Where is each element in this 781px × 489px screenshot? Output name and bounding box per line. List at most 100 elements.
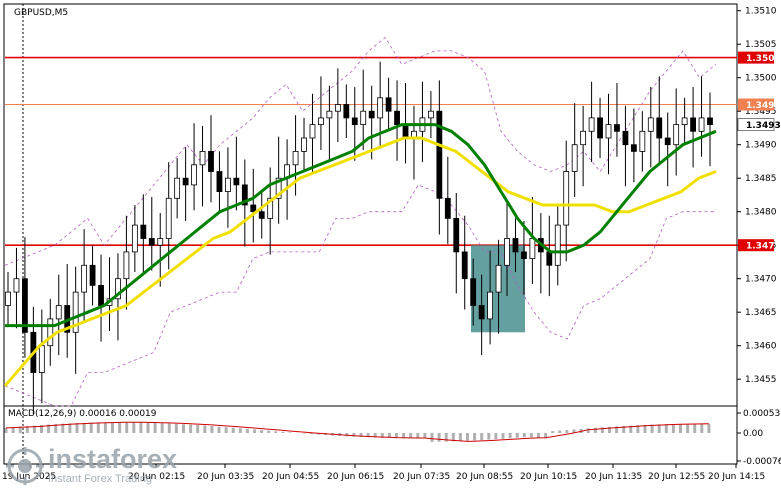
candle-body — [258, 211, 265, 219]
candle-body — [656, 117, 663, 139]
y-tick-label: 1.3495 — [745, 107, 777, 117]
candle-body — [250, 204, 257, 213]
candle-body — [698, 117, 705, 132]
candle-body — [360, 110, 367, 125]
candle-body — [377, 97, 384, 119]
y-tick-label: 1.3505 — [745, 40, 777, 50]
macd-title: MACD(12,26,9) 0.00016 0.00019 — [8, 409, 157, 419]
lower-band — [4, 184, 716, 407]
candle-body — [461, 251, 468, 280]
candle-body — [131, 224, 138, 253]
y-tick-label: 1.3500 — [745, 74, 777, 84]
candle-body — [123, 251, 130, 280]
candle-body — [318, 117, 324, 126]
candle-body — [402, 124, 409, 139]
candle-body — [208, 150, 214, 172]
candle-body — [326, 110, 333, 119]
candle-body — [89, 264, 96, 286]
candle-body — [241, 184, 248, 206]
candle-body — [639, 130, 646, 152]
y-tick-label: 1.3465 — [745, 308, 777, 318]
candle-body — [275, 177, 282, 199]
price-tag-label-support: 1.3475 — [746, 242, 781, 252]
candle-body — [233, 177, 240, 186]
watermark-tagline: Instant Forex Trading — [48, 473, 152, 485]
candle-body — [453, 217, 460, 253]
candle-body — [605, 124, 612, 139]
candle-body — [55, 305, 62, 320]
candle-body — [115, 278, 121, 300]
candle-body — [681, 117, 688, 126]
x-tick-label: 20 Jun 12:55 — [648, 472, 705, 482]
candle-body — [597, 117, 603, 139]
candle-body — [470, 278, 477, 306]
candle-body — [140, 224, 147, 239]
candle-body — [148, 238, 155, 246]
candle-body — [673, 124, 680, 146]
candle-body — [334, 104, 341, 112]
x-tick-label: 20 Jun 06:15 — [327, 472, 384, 482]
price-tag-label-resistance: 1.3496 — [746, 101, 781, 111]
candle-body — [487, 291, 493, 320]
candle-body — [444, 197, 451, 219]
macd-tick-label: -0.00076 — [743, 457, 781, 467]
candle-body — [5, 291, 11, 306]
candle-body — [165, 197, 172, 239]
x-tick-label: 20 Jun 04:55 — [262, 472, 319, 482]
candle-body — [427, 110, 434, 119]
candle-body — [478, 305, 485, 320]
x-tick-label: 20 Jun 08:55 — [456, 472, 513, 482]
main-pane-frame — [3, 3, 738, 407]
x-tick-label: 20 Jun 10:15 — [520, 472, 577, 482]
candle-body — [191, 164, 197, 186]
x-tick-label: 20 Jun 11:35 — [585, 472, 642, 482]
y-tick-label: 1.3470 — [745, 275, 777, 285]
macd-tick-label: 0.00 — [743, 429, 763, 439]
candle-body — [554, 224, 561, 266]
candle-body — [546, 251, 553, 266]
macd-signal-line — [5, 421, 709, 442]
x-tick-label: 20 Jun 07:35 — [393, 472, 450, 482]
y-tick-label: 1.3460 — [745, 342, 777, 352]
candle-body — [512, 238, 519, 253]
candle-body — [216, 171, 223, 193]
candle-body — [157, 238, 164, 246]
candle-body — [436, 110, 443, 199]
candle-body — [664, 137, 671, 146]
y-tick-label: 1.3480 — [745, 208, 777, 218]
watermark-brand: instaforex — [48, 444, 178, 474]
yellow-moving-average — [3, 136, 717, 387]
candle-body — [707, 117, 713, 126]
y-tick-label: 1.3490 — [745, 141, 777, 151]
x-tick-label: 20 Jun 03:35 — [197, 472, 254, 482]
candle-body — [174, 177, 181, 199]
candle-body — [368, 110, 375, 119]
candle-body — [98, 284, 104, 306]
price-tag-label-current-price: 1.3493 — [746, 121, 781, 131]
candle-body — [630, 144, 637, 152]
candle-body — [182, 177, 189, 186]
candle-body — [588, 117, 595, 132]
x-tick-label: 20 Jun 02:15 — [128, 472, 185, 482]
candle-body — [343, 104, 350, 119]
candle-body — [529, 238, 536, 260]
candle-body — [351, 117, 358, 126]
candle-body — [292, 150, 299, 166]
price-tag-current-price — [737, 118, 775, 131]
candle-body — [72, 291, 79, 333]
candle-body — [647, 117, 654, 132]
price-tag-label-resistance-upper: 1.3503 — [746, 54, 781, 64]
chart-title: GBPUSD,M5 — [14, 8, 68, 18]
candle-body — [563, 171, 570, 226]
candle-body — [495, 264, 502, 293]
candle-body — [394, 110, 400, 125]
upper-band — [4, 36, 717, 266]
price-tag-support — [738, 239, 774, 252]
x-tick-label: 19 Jun 2025 — [2, 472, 56, 482]
x-tick-label: 20 Jun 14:15 — [708, 472, 765, 482]
candle-body — [614, 124, 620, 132]
candle-body — [22, 278, 28, 333]
candle-body — [385, 97, 392, 112]
y-tick-label: 1.3510 — [745, 7, 777, 17]
